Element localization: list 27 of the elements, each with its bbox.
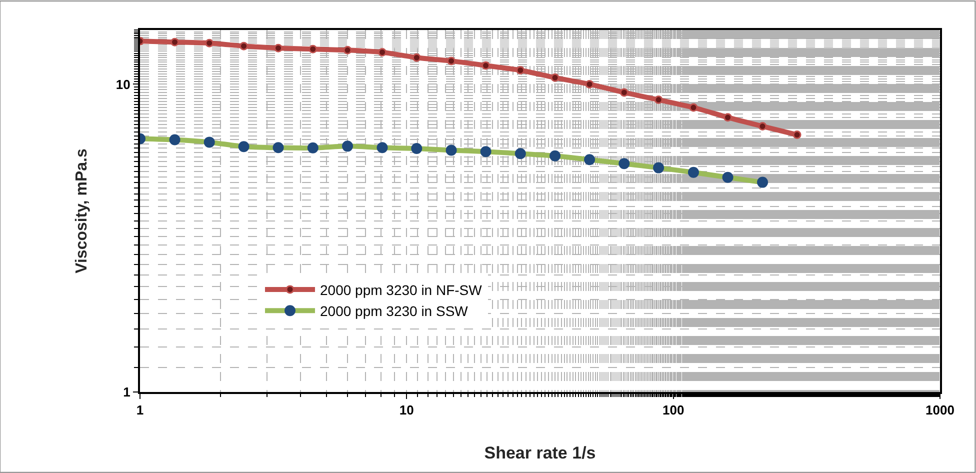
point	[620, 88, 628, 97]
legend-label: 2000 ppm 3230 in NF-SW	[320, 282, 483, 298]
point	[205, 38, 214, 48]
x-tick-label: 100	[662, 402, 684, 418]
point	[654, 96, 663, 104]
point	[585, 80, 594, 88]
point	[378, 48, 387, 56]
point	[412, 53, 421, 62]
point	[689, 103, 698, 112]
point	[792, 130, 802, 140]
x-tick-label: 10	[399, 402, 414, 418]
point	[447, 56, 456, 66]
point	[550, 73, 560, 82]
point	[482, 61, 490, 70]
point	[724, 113, 732, 122]
point	[308, 44, 318, 54]
x-tick-label: 1	[136, 402, 144, 418]
x-axis-title: Shear rate 1/s	[484, 444, 596, 462]
x-tick-label: 1000	[926, 402, 954, 418]
y-axis-title: Viscosity, mPa.s	[73, 148, 90, 274]
point	[343, 46, 352, 54]
point	[516, 66, 525, 74]
point	[274, 44, 283, 52]
point	[758, 122, 767, 131]
point	[240, 42, 248, 50]
point	[170, 38, 180, 46]
legend-label: 2000 ppm 3230 in SSW	[320, 303, 469, 320]
